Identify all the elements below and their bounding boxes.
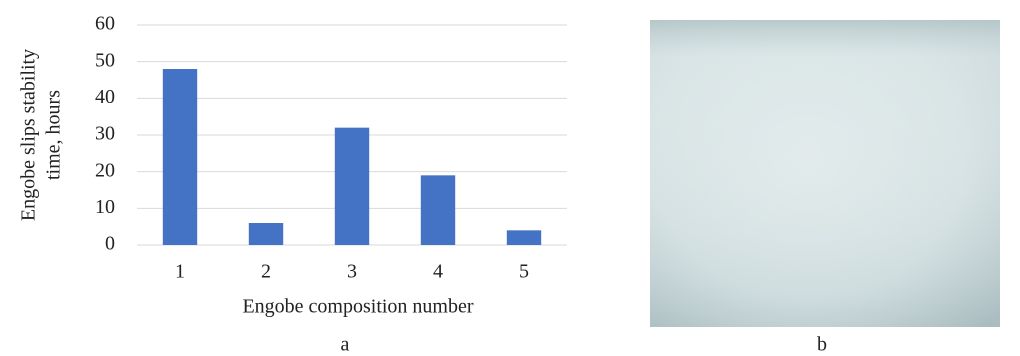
y-tick-label: 10 bbox=[95, 196, 115, 218]
photo-shading bbox=[650, 20, 1000, 327]
panel-label: a bbox=[341, 334, 350, 356]
y-tick-label: 20 bbox=[95, 159, 115, 181]
y-tick-label: 30 bbox=[95, 123, 115, 145]
y-tick-label: 50 bbox=[95, 49, 115, 71]
x-tick-label: 4 bbox=[433, 261, 443, 283]
y-tick-label: 60 bbox=[95, 13, 115, 35]
x-tick-label: 1 bbox=[175, 261, 185, 283]
panel-label: b bbox=[817, 334, 827, 356]
y-tick-label: 0 bbox=[105, 233, 115, 255]
x-tick-label: 3 bbox=[347, 261, 357, 283]
y-axis-label: time, hours bbox=[43, 90, 65, 180]
bar bbox=[335, 128, 369, 245]
y-tick-label: 40 bbox=[95, 86, 115, 108]
bar bbox=[421, 175, 455, 245]
bar bbox=[507, 230, 541, 245]
y-axis-label: Engobe slips stability bbox=[18, 49, 40, 221]
x-tick-label: 2 bbox=[261, 261, 271, 283]
bar bbox=[249, 223, 283, 245]
figure: a b Engobe slips stability time, hours E… bbox=[0, 0, 1020, 356]
photo bbox=[650, 20, 1000, 327]
x-axis-label: Engobe composition number bbox=[242, 296, 473, 318]
bar bbox=[163, 69, 197, 245]
x-tick-label: 5 bbox=[519, 261, 529, 283]
